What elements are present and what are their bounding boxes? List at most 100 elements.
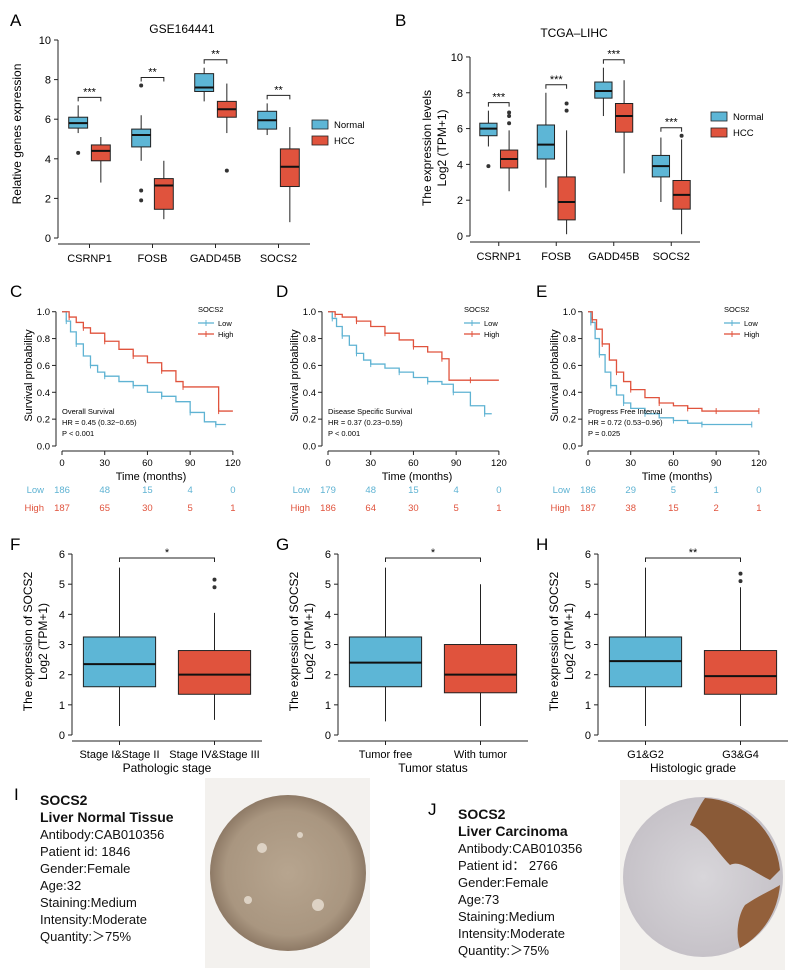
- chartB-hcc-3-outlier-0: [679, 133, 684, 138]
- chartE-x-tick-label-4: 120: [751, 458, 767, 469]
- chartH-x-tick-label-0: G1&G2: [627, 749, 664, 761]
- panel-a: GSE164441 Relative genes expression 0 2 4 6…: [10, 22, 365, 265]
- chartA-normal-0-outlier-0: [76, 150, 81, 155]
- chartD-y-tick-label-0: 0.0: [303, 442, 316, 453]
- ihc-normal-gender: Gender:Female: [40, 861, 131, 876]
- chartD-legend-label-0: Low: [484, 319, 498, 328]
- chartE-x-tick-label-3: 90: [711, 458, 722, 469]
- panel-letter-e: E: [536, 282, 547, 301]
- chartB-y-tick-label-3: 6: [457, 124, 463, 136]
- chartG-x-label: Tumor status: [398, 761, 468, 775]
- ihc-carcinoma-staining: Staining:Medium: [458, 909, 555, 924]
- chartB-legend-swatch-1: [710, 127, 728, 138]
- chartB-hcc-1-box: [557, 176, 576, 221]
- chartD-legend-title: SOCS2: [464, 305, 489, 314]
- chartC-legend-title: SOCS2: [198, 305, 223, 314]
- chartB-x-tick-label-3: SOCS2: [653, 251, 690, 263]
- chartF-x-tick-label-0: Stage I&Stage II: [79, 749, 159, 761]
- chartB-legend-label-1: HCC: [733, 128, 754, 139]
- chartC-risk-count-0-0: 186: [54, 485, 70, 496]
- chartG-y-tick-label-2: 2: [325, 670, 331, 682]
- chartH-y-tick-label-3: 3: [585, 640, 591, 652]
- ihc-normal-tissue: Liver Normal Tissue: [40, 809, 174, 825]
- chartH-y-label-1: The expression of SOCS2: [547, 571, 561, 711]
- chartE-y-tick-label-2: 0.4: [563, 388, 576, 399]
- chartC-annotation-0: Overall Survival: [62, 407, 115, 416]
- chartD-y-tick-label-5: 1.0: [303, 307, 316, 318]
- chartH-y-tick-label-1: 1: [585, 700, 591, 712]
- chartC-legend-label-1: High: [218, 330, 233, 339]
- ihc-carcinoma-antibody: Antibody:CAB010356: [458, 841, 583, 856]
- chartB-y-tick-label-0: 0: [457, 231, 463, 243]
- chartC-y-tick-label-2: 0.4: [37, 388, 50, 399]
- chartA-normal-1-outlier-1: [139, 188, 144, 193]
- ihc-image-carcinoma: [620, 780, 785, 970]
- chartB-sig-bracket-3: [660, 127, 683, 132]
- chartC-annotation-1: HR = 0.45 (0.32−0.65): [62, 418, 137, 427]
- chartG-group-1-box: [443, 644, 518, 694]
- chartC-risk-count-0-3: 4: [188, 485, 193, 496]
- chartE-x-tick-label-2: 60: [668, 458, 679, 469]
- panel-c: Survival probability 0.0 0.2 0.4 0.6 0.8 1.0 0 3…: [23, 305, 241, 514]
- chartC-annotation-2: P < 0.001: [62, 429, 94, 438]
- chartA-hcc-1-box: [153, 178, 174, 210]
- chartE-risk-label-1: High: [550, 503, 570, 514]
- panel-h: The expression of SOCS2 Log2 (TPM+1) 0 1 2 3 4…: [547, 547, 788, 775]
- chartF-y-label-2: Log2 (TPM+1): [36, 603, 50, 680]
- chartD-annotation-0: Disease Specific Survival: [328, 407, 413, 416]
- chart-b-title: TCGA–LIHC: [540, 26, 608, 40]
- chartD-risk-count-1-2: 30: [408, 503, 419, 514]
- chartA-sig-mark-2: **: [211, 49, 220, 61]
- chartC-curve-high: [62, 311, 233, 412]
- chartF-y-label-1: The expression of SOCS2: [21, 571, 35, 711]
- ihc-carcinoma-intensity: Intensity:Moderate: [458, 926, 565, 941]
- chartE-risk-count-1-1: 38: [625, 503, 636, 514]
- chartB-hcc-0-outlier-2: [507, 110, 512, 115]
- chart-a-title: GSE164441: [149, 22, 215, 36]
- chartH-y-tick-label-0: 0: [585, 730, 591, 742]
- ihc-normal-patient: Patient id: 1846: [40, 844, 131, 859]
- chartF-y-tick-label-0: 0: [59, 730, 65, 742]
- chartF-sig-bracket: [119, 557, 215, 563]
- chartG-y-tick-label-4: 4: [325, 609, 331, 621]
- chartA-normal-2-box: [194, 73, 215, 92]
- chartD-y-tick-label-1: 0.2: [303, 415, 316, 426]
- chartE-x-tick-label-0: 0: [585, 458, 590, 469]
- chartG-y-tick-label-5: 5: [325, 579, 331, 591]
- chart-b-area: 0 2 4 6 8 10 CSRNP1 *** FOSB *** GADD45B *** SOCS2 **…: [451, 49, 764, 263]
- chartG-y-tick-label-3: 3: [325, 640, 331, 652]
- chartH-group-1-outlier-0: [738, 579, 743, 584]
- chartD-risk-count-1-0: 186: [320, 503, 336, 514]
- panel-letter-g: G: [276, 535, 289, 554]
- chartD-y-label: Survival probability: [289, 329, 301, 422]
- chartA-y-tick-label-5: 10: [39, 35, 51, 47]
- chartG-y-tick-label-1: 1: [325, 700, 331, 712]
- chartD-risk-count-0-4: 0: [496, 485, 501, 496]
- chartF-y-tick-label-5: 5: [59, 579, 65, 591]
- chartE-y-label: Survival probability: [549, 329, 561, 422]
- chartG-y-label-1: The expression of SOCS2: [287, 571, 301, 711]
- panel-e: Survival probability 0.0 0.2 0.4 0.6 0.8 1.0 0 3…: [549, 305, 767, 514]
- chartA-sig-mark-0: ***: [83, 86, 97, 98]
- chartC-y-label: Survival probability: [23, 329, 35, 422]
- chartC-risk-count-0-4: 0: [230, 485, 235, 496]
- chartF-group-1-outlier-0: [212, 585, 217, 590]
- chartE-risk-count-0-2: 5: [671, 485, 676, 496]
- chartA-sig-mark-3: **: [274, 84, 283, 96]
- chartE-risk-count-1-0: 187: [580, 503, 596, 514]
- chartB-sig-mark-3: ***: [665, 117, 679, 129]
- chartE-legend-label-0: Low: [744, 319, 758, 328]
- chartC-risk-count-1-2: 30: [142, 503, 153, 514]
- chartA-legend-swatch-0: [311, 119, 329, 130]
- chartE-curve-high: [588, 311, 759, 412]
- ihc-normal-intensity: Intensity:Moderate: [40, 912, 147, 927]
- chartD-y-tick-label-4: 0.8: [303, 334, 316, 345]
- chartD-y-tick-label-3: 0.6: [303, 361, 316, 372]
- chartC-y-tick-label-3: 0.6: [37, 361, 50, 372]
- chartB-hcc-0-outlier-1: [507, 114, 512, 119]
- chartA-sig-bracket-2: [203, 59, 228, 64]
- chartC-y-tick-label-0: 0.0: [37, 442, 50, 453]
- ihc-carcinoma-tumor-region: [690, 798, 780, 880]
- chartC-risk-count-1-0: 187: [54, 503, 70, 514]
